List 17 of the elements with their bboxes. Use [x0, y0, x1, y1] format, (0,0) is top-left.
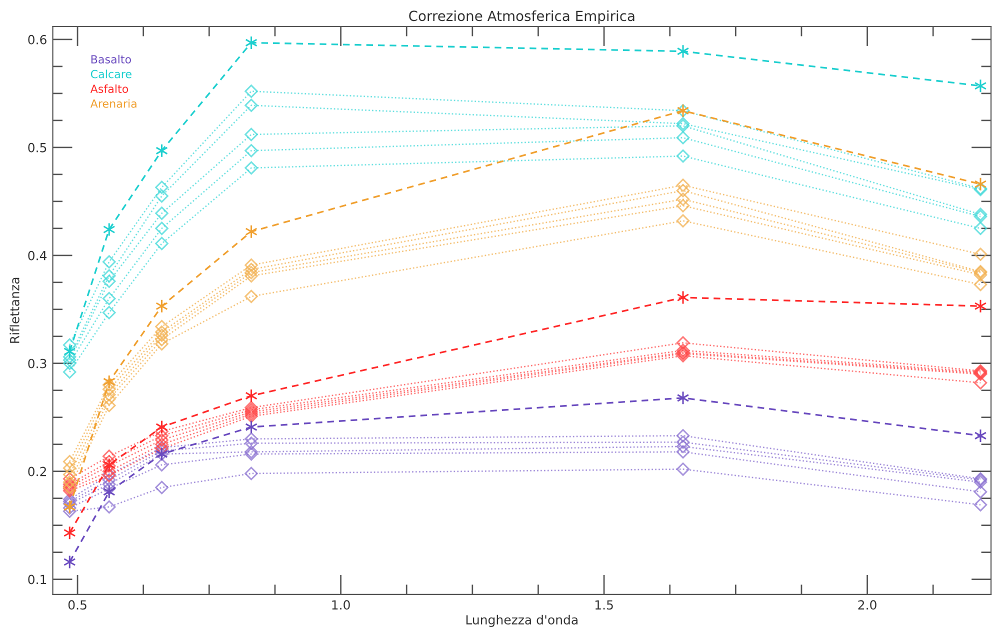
x-tick-label: 2.0 — [858, 600, 876, 610]
y-tick-label: 0.4 — [28, 250, 47, 260]
x-tick-label: 1.0 — [332, 600, 350, 610]
y-axis-title: Riflettanza — [10, 278, 20, 343]
text: Arenaria — [90, 99, 136, 108]
y-tick-label: 0.3 — [28, 358, 46, 368]
x-tick-label: 0.5 — [68, 600, 86, 610]
y-tick-label: 0.1 — [28, 574, 46, 584]
y-tick-label: 0.2 — [28, 466, 46, 476]
chart-title: Correzione Atmosferica Empirica — [409, 10, 634, 24]
y-tick-label: 0.6 — [28, 34, 46, 44]
x-axis-title: Lunghezza d'onda — [466, 614, 578, 627]
text: Calcare — [90, 70, 132, 78]
x-tick-label: 1.5 — [595, 600, 613, 610]
text: Asfalto — [90, 84, 128, 94]
text: Basalto — [91, 54, 131, 64]
y-tick-label: 0.5 — [28, 142, 46, 152]
